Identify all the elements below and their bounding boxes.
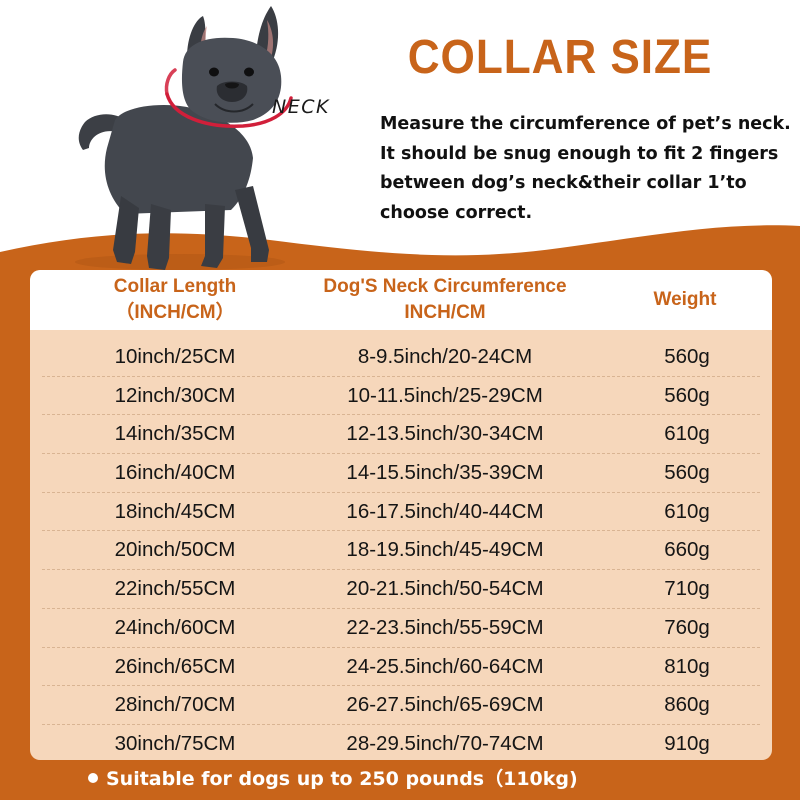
- header-weight: Weight: [600, 270, 770, 330]
- neck-circumference-cell: 12-13.5inch/30-34CM: [346, 422, 544, 446]
- collar-length-cell: 14inch/35CM: [114, 422, 236, 446]
- neck-circumference-cell: 18-19.5inch/45-49CM: [346, 538, 544, 562]
- neck-circumference-cell: 14-15.5inch/35-39CM: [346, 461, 544, 485]
- table-row: 10inch/25CM 8-9.5inch/20-24CM 560g: [42, 338, 760, 377]
- neck-circumference-cell: 28-29.5inch/70-74CM: [346, 731, 544, 755]
- header-collar-length: Collar Length （INCH/CM）: [50, 270, 300, 330]
- weight-cell: 710g: [664, 577, 710, 601]
- neck-circumference-cell: 22-23.5inch/55-59CM: [346, 615, 544, 639]
- collar-length-cell: 12inch/30CM: [114, 383, 236, 407]
- table-row: 20inch/50CM 18-19.5inch/45-49CM 660g: [42, 531, 760, 571]
- table-row: 28inch/70CM 26-27.5inch/65-69CM 860g: [42, 686, 760, 725]
- measure-instructions: Measure the circumference of pet’s neck.…: [380, 110, 791, 228]
- french-bulldog-image: [75, 6, 293, 270]
- collar-length-cell: 30inch/75CM: [114, 731, 236, 755]
- header-collar-length-label: Collar Length: [113, 276, 237, 297]
- neck-circumference-cell: 20-21.5inch/50-54CM: [346, 577, 544, 601]
- instruction-line: between dog’s neck&their collar 1’to: [380, 173, 747, 193]
- header-neck-circumference: Dog'S Neck Circumference INCH/CM: [295, 270, 595, 330]
- weight-cell: 860g: [664, 693, 710, 717]
- header-neck-circumference-unit: INCH/CM: [404, 302, 486, 323]
- collar-length-cell: 20inch/50CM: [114, 538, 236, 562]
- table-row: 18inch/45CM 16-17.5inch/40-44CM 610g: [42, 493, 760, 532]
- neck-circumference-cell: 24-25.5inch/60-64CM: [346, 654, 544, 678]
- collar-length-cell: 22inch/55CM: [114, 577, 236, 601]
- weight-cell: 910g: [664, 731, 710, 755]
- weight-cell: 560g: [664, 461, 710, 485]
- size-table-header: Collar Length （INCH/CM） Dog'S Neck Circu…: [30, 270, 772, 330]
- collar-length-cell: 16inch/40CM: [114, 461, 236, 485]
- page-title: COLLAR SIZE: [407, 31, 713, 84]
- table-row: 22inch/55CM 20-21.5inch/50-54CM 710g: [42, 570, 760, 609]
- instruction-line: Measure the circumference of pet’s neck.: [380, 114, 791, 134]
- weight-cell: 560g: [664, 383, 710, 407]
- table-row: 12inch/30CM 10-11.5inch/25-29CM 560g: [42, 377, 760, 416]
- collar-length-cell: 10inch/25CM: [114, 345, 236, 368]
- table-row: 14inch/35CM 12-13.5inch/30-34CM 610g: [42, 415, 760, 455]
- weight-cell: 610g: [664, 422, 710, 446]
- header-weight-label: Weight: [653, 289, 717, 310]
- bullet-icon: [88, 772, 98, 783]
- collar-length-cell: 26inch/65CM: [114, 654, 236, 678]
- weight-cell: 810g: [664, 654, 710, 678]
- table-row: 16inch/40CM 14-15.5inch/35-39CM 560g: [42, 454, 760, 493]
- table-row: 24inch/60CM 22-23.5inch/55-59CM 760g: [42, 609, 760, 648]
- collar-length-cell: 18inch/45CM: [114, 499, 236, 523]
- collar-length-cell: 24inch/60CM: [114, 615, 236, 639]
- footer-note-text: Suitable for dogs up to 250 pounds（110kg…: [106, 768, 578, 790]
- neck-circumference-cell: 26-27.5inch/65-69CM: [346, 693, 544, 717]
- size-table-body: 10inch/25CM 8-9.5inch/20-24CM 560g 12inc…: [30, 338, 772, 760]
- header-collar-length-unit: （INCH/CM）: [115, 302, 235, 323]
- instruction-line: choose correct.: [380, 202, 533, 223]
- weight-cell: 560g: [664, 345, 710, 368]
- weight-cell: 610g: [664, 499, 710, 523]
- neck-circumference-cell: 8-9.5inch/20-24CM: [357, 345, 533, 368]
- table-row: 30inch/75CM 28-29.5inch/70-74CM 910g: [42, 725, 760, 760]
- header-neck-circumference-label: Dog'S Neck Circumference: [323, 276, 567, 297]
- neck-circumference-cell: 16-17.5inch/40-44CM: [346, 499, 544, 523]
- neck-label: NECK: [272, 96, 330, 118]
- neck-circumference-cell: 10-11.5inch/25-29CM: [347, 383, 543, 407]
- weight-cell: 760g: [664, 615, 710, 639]
- instruction-line: It should be snug enough to fit 2 finger…: [380, 143, 779, 164]
- weight-cell: 660g: [664, 538, 710, 562]
- collar-length-cell: 28inch/70CM: [114, 693, 236, 717]
- table-row: 26inch/65CM 24-25.5inch/60-64CM 810g: [42, 648, 760, 687]
- footer-note: Suitable for dogs up to 250 pounds（110kg…: [88, 764, 578, 794]
- size-table: Collar Length （INCH/CM） Dog'S Neck Circu…: [30, 270, 772, 760]
